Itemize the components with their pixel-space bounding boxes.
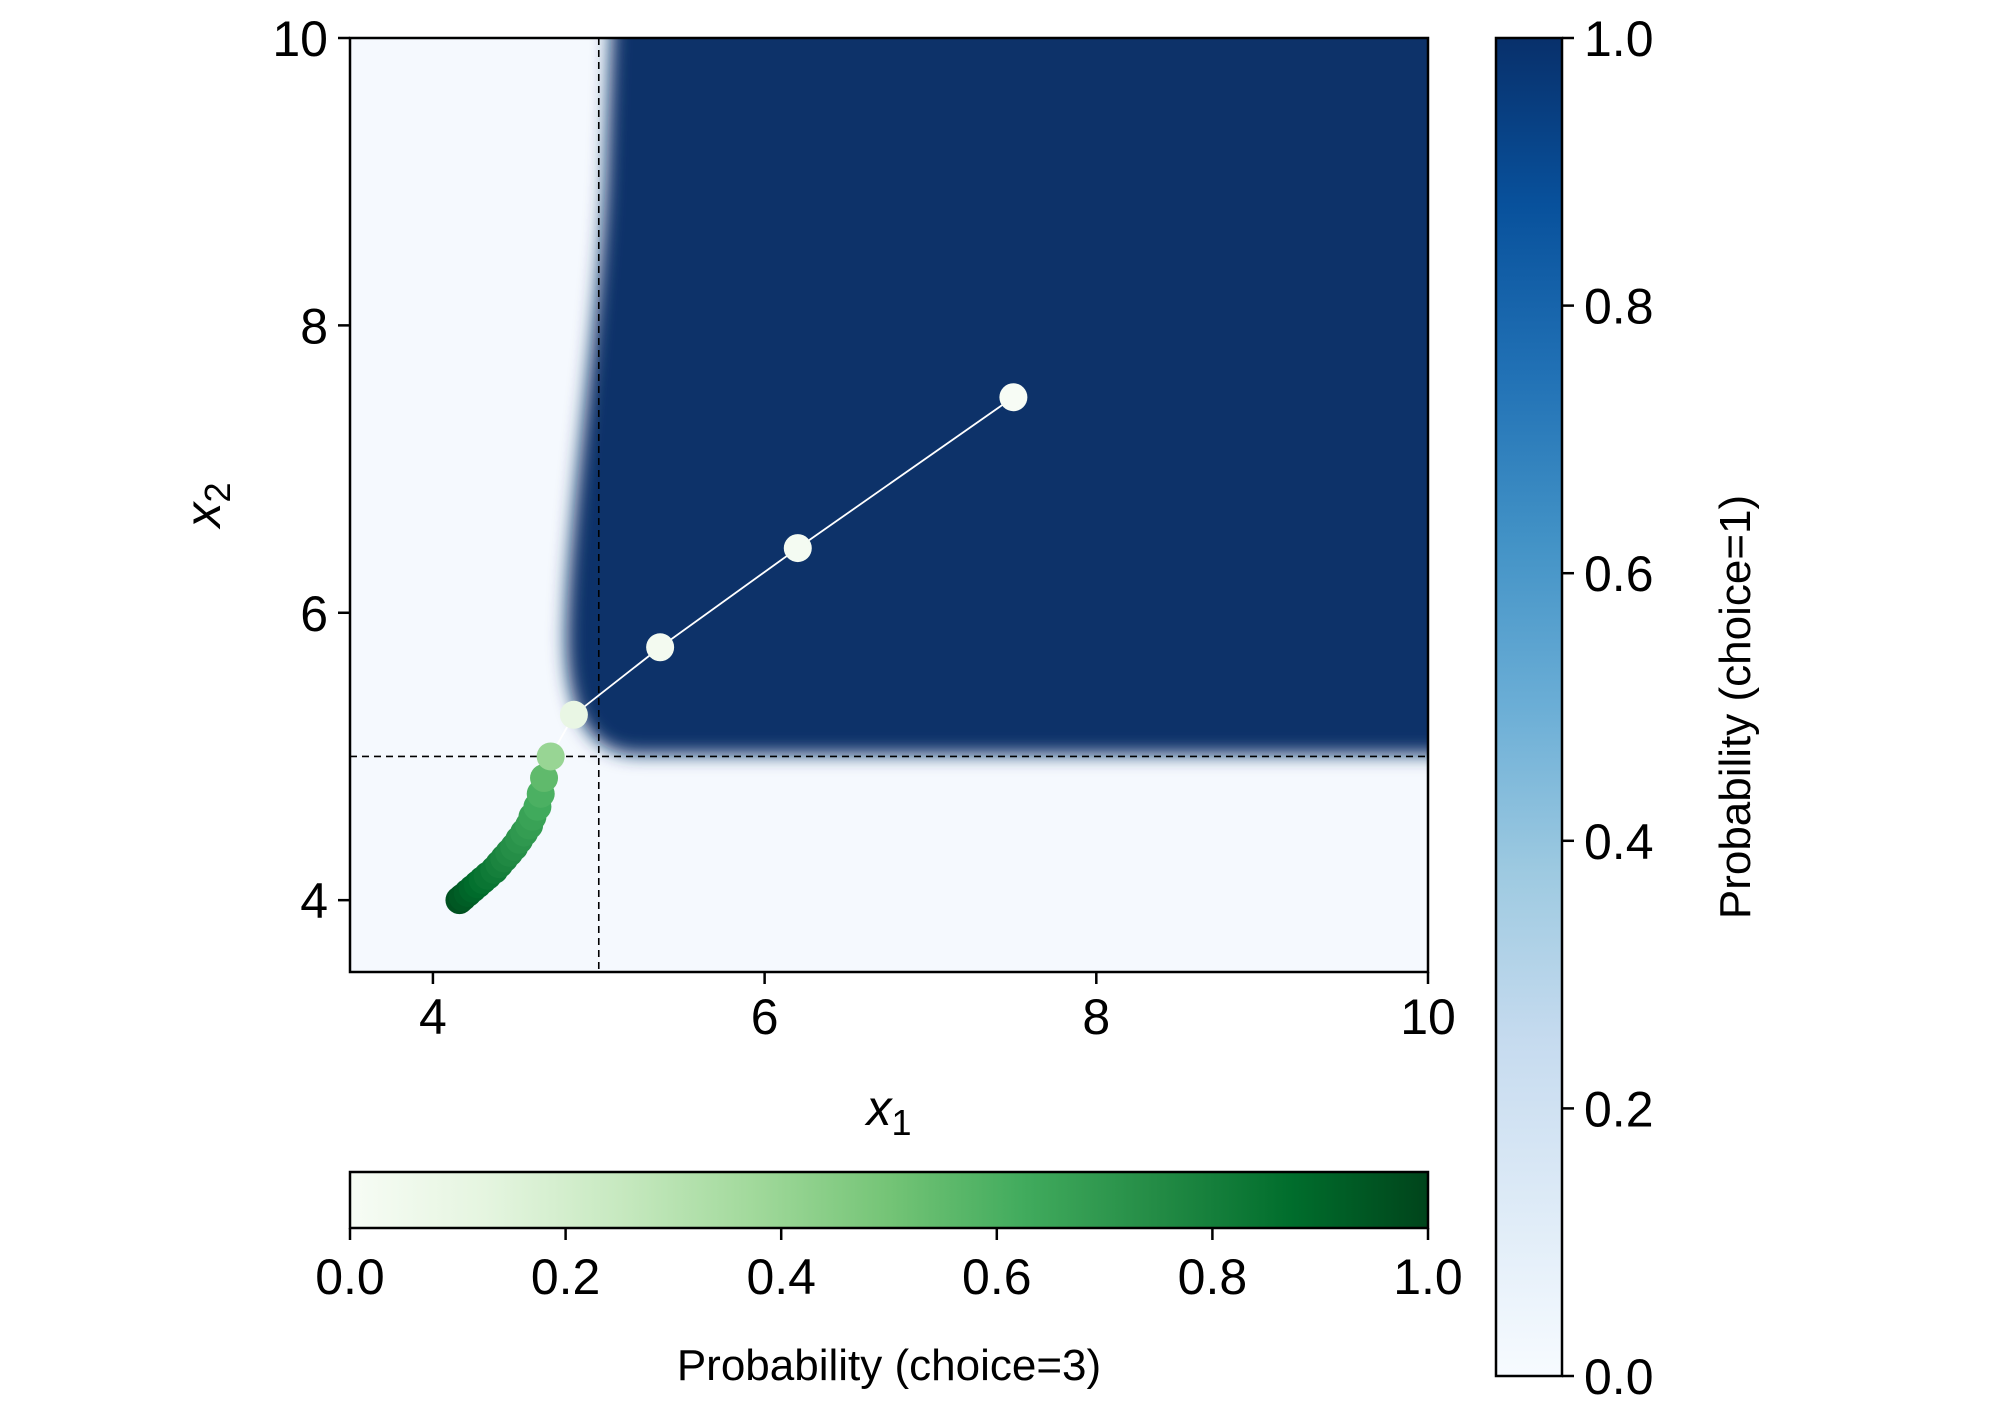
colorbar-choice-3-tick-label: 0.4: [746, 1249, 816, 1305]
y-tick-label: 8: [300, 298, 328, 354]
colorbar-choice-3-tick-label: 0.0: [315, 1249, 385, 1305]
x-axis-label: x1: [864, 1080, 911, 1143]
y-tick-label: 6: [300, 586, 328, 642]
trajectory-point: [783, 534, 812, 563]
y-axis-label-sub: 2: [197, 482, 238, 502]
plot-frame: [348, 36, 1430, 974]
colorbar-choice-1-tick-label: 0.4: [1584, 814, 1654, 870]
colorbar-choice-3: 0.0 0.2 0.4 0.6 0.8 1.0 Probability (choice=3…: [315, 1170, 1463, 1390]
trajectory-point: [530, 764, 559, 793]
x-tick-label: 6: [751, 989, 779, 1045]
y-axis-label-base: x: [175, 501, 231, 530]
colorbar-choice-1-tick-label: 0.6: [1584, 546, 1654, 602]
y-tick-label: 4: [300, 873, 328, 929]
colorbar-choice-1-tick-label: 0.0: [1584, 1349, 1654, 1405]
trajectory-point: [646, 633, 675, 662]
colorbar-choice-1: 0.0 0.2 0.4 0.6 0.8 1.0 Probability (choice=1…: [1494, 11, 1760, 1405]
colorbar-choice-3-gradient: [348, 1170, 1430, 1230]
colorbar-choice-3-ticks: 0.0 0.2 0.4 0.6 0.8 1.0: [315, 1228, 1463, 1305]
x-tick-label: 8: [1082, 989, 1110, 1045]
trajectory-point: [536, 742, 565, 771]
colorbar-choice-3-tick-label: 1.0: [1393, 1249, 1463, 1305]
colorbar-choice-1-gradient: [1494, 36, 1564, 1378]
trajectory: [445, 383, 1028, 915]
x-tick-label: 4: [419, 989, 447, 1045]
colorbar-choice-3-tick-label: 0.2: [531, 1249, 601, 1305]
colorbar-choice-1-label: Probability (choice=1): [1711, 495, 1760, 919]
colorbar-choice-1-tick-label: 0.2: [1584, 1081, 1654, 1137]
x-axis-label-sub: 1: [891, 1102, 911, 1143]
colorbar-choice-3-tick-label: 0.8: [1178, 1249, 1248, 1305]
y-axis: 4 6 8 10: [272, 11, 350, 929]
colorbar-choice-3-label: Probability (choice=3): [677, 1341, 1101, 1390]
x-axis: 4 6 8 10: [419, 972, 1456, 1045]
colorbar-choice-1-tick-label: 0.8: [1584, 279, 1654, 335]
trajectory-point: [559, 700, 588, 729]
x-tick-label: 10: [1400, 989, 1456, 1045]
heatmap-high-probability-region: [566, 38, 1428, 755]
y-axis-label: x2: [175, 482, 238, 529]
x-axis-label-base: x: [864, 1080, 893, 1136]
y-tick-label: 10: [272, 11, 328, 67]
colorbar-choice-1-tick-label: 1.0: [1584, 11, 1654, 67]
colorbar-choice-1-ticks: 0.0 0.2 0.4 0.6 0.8 1.0: [1562, 11, 1654, 1405]
colorbar-choice-3-tick-label: 0.6: [962, 1249, 1032, 1305]
trajectory-point: [999, 383, 1028, 412]
